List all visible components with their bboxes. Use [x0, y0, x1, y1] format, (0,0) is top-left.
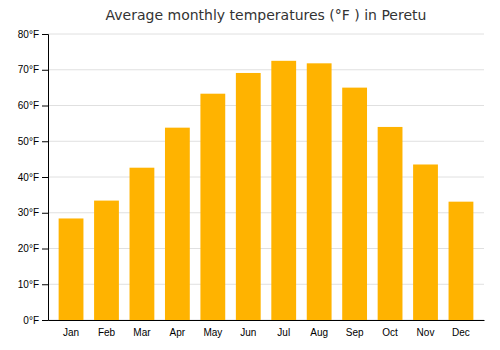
grid-line	[48, 105, 484, 106]
tick-label: Sep	[346, 327, 364, 338]
y-tick: 10°F	[18, 279, 48, 290]
tick-label: Jul	[277, 327, 290, 338]
bar	[307, 63, 332, 320]
x-tick: Jan	[63, 327, 79, 338]
tick-label: 20°F	[18, 243, 39, 254]
y-tick: 30°F	[18, 207, 48, 218]
tick-label: Feb	[98, 327, 116, 338]
tick-label: 70°F	[18, 64, 39, 75]
tick-label: Jun	[240, 327, 256, 338]
tick-label: Dec	[452, 327, 470, 338]
x-tick: Jul	[277, 327, 290, 338]
x-tick: Apr	[170, 327, 186, 338]
tick-mark	[42, 70, 48, 71]
tick-label: 50°F	[18, 136, 39, 147]
x-tick: Mar	[133, 327, 151, 338]
bar	[378, 127, 403, 320]
bar	[200, 94, 225, 320]
tick-label: 60°F	[18, 100, 39, 111]
grid-line	[48, 69, 484, 70]
tick-mark	[42, 177, 48, 178]
bar	[449, 202, 474, 320]
x-tick: Dec	[452, 327, 470, 338]
y-tick: 50°F	[18, 136, 48, 147]
tick-label: 0°F	[23, 315, 39, 326]
x-tick: Sep	[346, 327, 364, 338]
axis-line	[42, 35, 49, 321]
tick-mark	[42, 320, 48, 321]
tick-label: Apr	[170, 327, 186, 338]
bars	[59, 61, 474, 320]
y-tick: 20°F	[18, 243, 48, 254]
tick-label: Jan	[63, 327, 79, 338]
tick-label: 10°F	[18, 279, 39, 290]
x-tick: Nov	[417, 327, 435, 338]
tick-label: May	[203, 327, 222, 338]
bar	[94, 201, 119, 320]
tick-mark	[42, 213, 48, 214]
bar	[342, 88, 367, 320]
tick-mark	[42, 106, 48, 107]
tick-label: 40°F	[18, 172, 39, 183]
x-tick: Jun	[240, 327, 256, 338]
bar	[130, 168, 155, 320]
bar	[59, 218, 84, 320]
tick-label: Aug	[310, 327, 328, 338]
x-tick: Aug	[310, 327, 328, 338]
tick-label: 30°F	[18, 207, 39, 218]
tick-label: Mar	[133, 327, 151, 338]
tick-label: Nov	[417, 327, 435, 338]
plot: 0°F 10°F 20°F 30°F 40°F 50°F 60°F 70°F 80°F Jan Fe…	[18, 29, 485, 338]
tick-mark	[42, 141, 48, 142]
tick-mark	[42, 284, 48, 285]
bar	[271, 61, 296, 320]
bar	[165, 128, 190, 320]
chart: 0°F 10°F 20°F 30°F 40°F 50°F 60°F 70°F 80°F Jan Fe…	[0, 0, 500, 350]
y-tick: 60°F	[18, 100, 48, 111]
y-tick: 80°F	[18, 29, 48, 40]
grid-line	[48, 141, 484, 142]
x-axis: Jan Feb Mar Apr May Jun Jul Aug Sep Oct Nov Dec	[49, 321, 485, 339]
tick-mark	[42, 249, 48, 250]
x-tick: Feb	[98, 327, 116, 338]
grid-line	[48, 34, 484, 35]
axis-line	[49, 320, 485, 321]
title: Average monthly temperatures (°F ) in Pe…	[106, 7, 427, 23]
bar	[413, 164, 438, 320]
x-tick: May	[203, 327, 222, 338]
x-tick: Oct	[382, 327, 398, 338]
y-tick: 70°F	[18, 64, 48, 75]
y-axis: 0°F 10°F 20°F 30°F 40°F 50°F 60°F 70°F 80°F	[18, 29, 49, 326]
tick-label: Oct	[382, 327, 398, 338]
y-tick: 40°F	[18, 172, 48, 183]
y-tick: 0°F	[23, 315, 48, 326]
tick-label: 80°F	[18, 29, 39, 40]
bar	[236, 73, 261, 320]
grid	[48, 34, 484, 320]
tick-mark	[42, 34, 48, 35]
